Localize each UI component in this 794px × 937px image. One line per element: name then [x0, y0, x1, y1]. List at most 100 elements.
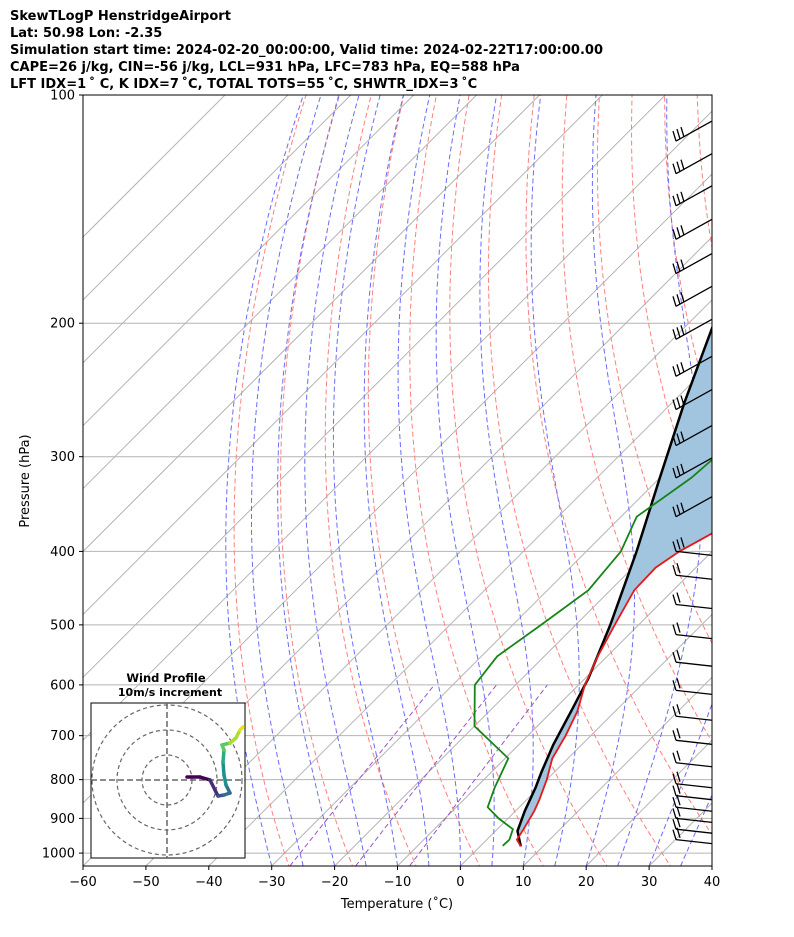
moist-adiabat [648, 702, 712, 866]
x-tick-label: −20 [321, 875, 348, 890]
wind-barb [672, 457, 713, 479]
wind-barb [672, 771, 713, 789]
wind-barb [672, 355, 713, 377]
barb-shaft [675, 783, 713, 789]
barb-flag [676, 193, 681, 204]
barb-shaft [675, 389, 713, 411]
barb-flag [676, 539, 681, 550]
barb-flag [672, 808, 677, 819]
barb-flag [676, 771, 681, 782]
moist-adiabat [711, 864, 712, 866]
barb-flag [672, 541, 677, 552]
moist-adiabat [585, 95, 635, 866]
barb-flag [672, 435, 677, 446]
barb-flag [680, 159, 685, 170]
dry-adiabat [233, 95, 307, 866]
x-tick-label: −10 [384, 875, 411, 890]
barb-shaft [675, 574, 713, 580]
barb-flag [672, 594, 677, 605]
barb-shaft [675, 185, 713, 207]
wind-barb [672, 704, 713, 721]
wind-barbs [672, 120, 713, 845]
barb-flag [672, 752, 677, 763]
y-tick-label: 400 [50, 545, 75, 560]
cape-area [517, 328, 712, 833]
hodograph-trace [208, 778, 217, 792]
indices-line-1: CAPE=26 j/kg, CIN=-56 j/kg, LCL=931 hPa,… [10, 60, 520, 75]
barb-flag [676, 261, 681, 272]
y-tick-label: 300 [50, 450, 75, 465]
barb-shaft [675, 218, 713, 240]
wind-barb [672, 783, 713, 801]
isotherm [83, 95, 352, 364]
barb-flag [672, 296, 677, 307]
x-tick-label: 10 [515, 875, 532, 890]
isotherm [83, 110, 712, 741]
x-tick-label: 30 [641, 875, 658, 890]
wind-barb [672, 153, 713, 175]
barb-shaft [675, 689, 713, 695]
mixing-ratio-line [355, 684, 497, 866]
barb-flag [680, 191, 685, 202]
dry-adiabat [280, 95, 354, 866]
wind-barb [672, 218, 713, 240]
barb-flag [680, 259, 685, 270]
wind-barb [672, 750, 713, 768]
barb-flag [676, 563, 681, 574]
barb-flag [672, 730, 677, 741]
barb-shaft [675, 603, 713, 610]
barb-flag [672, 130, 677, 142]
barb-flag [672, 366, 677, 377]
x-tick-label: 20 [578, 875, 595, 890]
dry-adiabat [596, 95, 712, 645]
barb-flag [672, 195, 677, 206]
wind-barb [672, 120, 713, 142]
hodograph-trace [221, 760, 226, 777]
dry-adiabat [449, 95, 608, 866]
mixing-ratio-line [409, 684, 548, 866]
barb-shaft [675, 839, 713, 845]
chart-header: SkewTLogP HenstridgeAirport Lat: 50.98 L… [10, 8, 603, 93]
barb-flag [680, 126, 685, 138]
dry-adiabat [730, 95, 794, 869]
indices-line-2: LFT IDX=1 ˚ C, K IDX=7 ˚C, TOTAL TOTS=55… [10, 77, 478, 92]
isotherm [83, 95, 666, 679]
barb-flag [672, 773, 677, 784]
barb-flag [676, 728, 681, 739]
dry-adiabat [487, 95, 672, 866]
y-tick-label: 600 [50, 678, 75, 693]
barb-flag [676, 294, 681, 305]
y-tick-label: 1000 [42, 847, 75, 862]
barb-shaft [675, 457, 713, 479]
moist-adiabat [225, 95, 304, 866]
wind-barb [672, 678, 713, 695]
barb-flag [672, 829, 677, 840]
wind-barb [672, 728, 713, 745]
barb-shaft [675, 795, 713, 801]
dry-adiabat [409, 95, 544, 866]
isotherm [83, 95, 289, 301]
barb-flag [676, 795, 681, 806]
barb-flag [676, 678, 681, 689]
barb-shaft [675, 285, 713, 307]
barb-shaft [675, 252, 713, 275]
isotherm [460, 613, 712, 866]
wind-barb [672, 389, 713, 411]
barb-shaft [675, 153, 713, 175]
wind-barb [672, 252, 713, 275]
barb-shaft [675, 661, 713, 667]
barb-shaft [675, 762, 713, 768]
hodograph-trace [221, 748, 226, 764]
barb-flag [672, 565, 677, 576]
mixing-ratio-line [289, 684, 435, 866]
moist-adiabat [332, 95, 398, 866]
y-tick-label: 900 [50, 812, 75, 827]
location-line: Lat: 50.98 Lon: -2.35 [10, 26, 163, 41]
wind-barb [672, 318, 713, 340]
hodograph-inset: Wind Profile 10m/s increment [90, 671, 246, 859]
y-tick-label: 800 [50, 773, 75, 788]
y-tick-label: 200 [50, 317, 75, 332]
isotherm [711, 865, 712, 866]
isotherm [83, 95, 415, 427]
barb-flag [680, 502, 685, 513]
